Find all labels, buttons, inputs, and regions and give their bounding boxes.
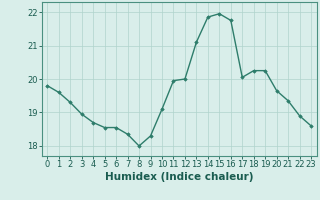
X-axis label: Humidex (Indice chaleur): Humidex (Indice chaleur) bbox=[105, 172, 253, 182]
